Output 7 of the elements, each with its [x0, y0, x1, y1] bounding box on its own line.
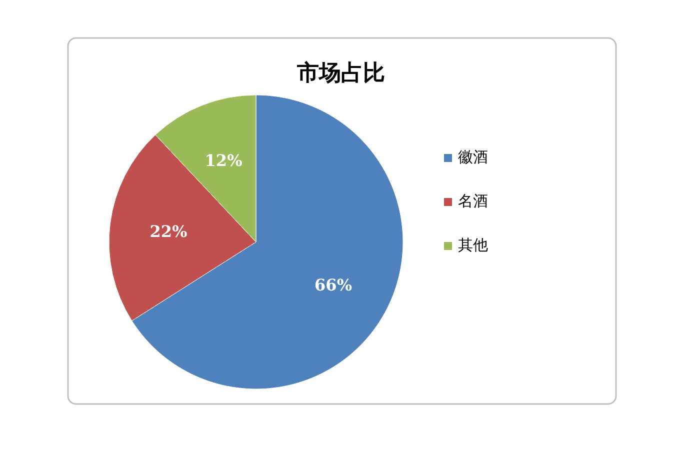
data-label: 66% [314, 275, 352, 294]
legend-label: 名酒 [458, 192, 488, 210]
legend-label: 其他 [458, 236, 488, 254]
chart-title: 市场占比 [296, 60, 385, 86]
data-label: 12% [204, 150, 242, 170]
data-label: 22% [150, 222, 188, 241]
legend-label: 徽酒 [458, 148, 488, 166]
